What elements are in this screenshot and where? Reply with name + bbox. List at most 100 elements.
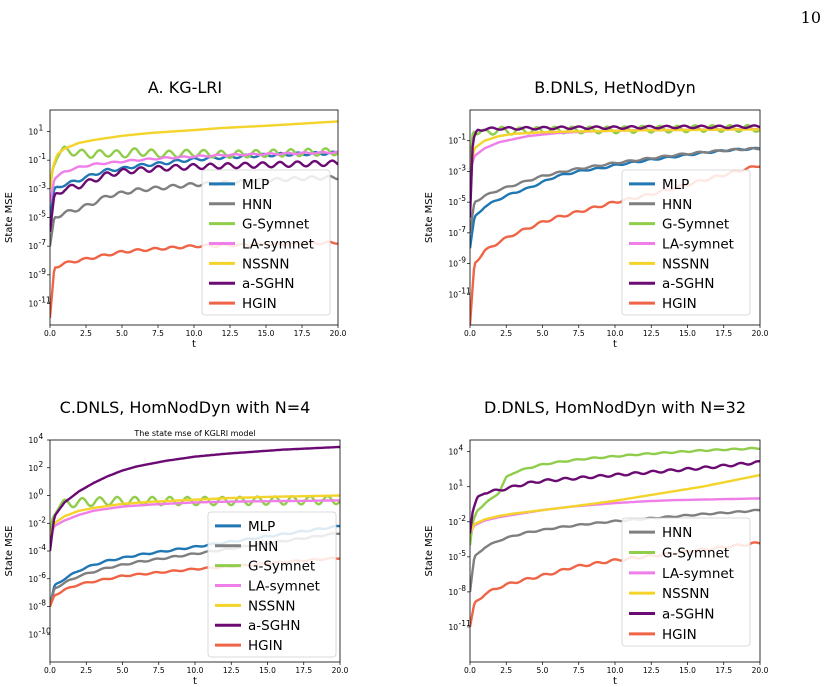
x-axis-label: t [613, 676, 617, 687]
y-axis-label: State MSE [424, 192, 435, 243]
y-tick-label: 10 [28, 547, 38, 556]
y-tick-label: 10 [28, 156, 38, 165]
x-tick-label: 0.0 [44, 666, 56, 675]
series-line-a-sghn [50, 159, 338, 232]
legend-label: G-Symnet [242, 217, 309, 233]
x-tick-label: 17.5 [295, 666, 312, 675]
y-tick-label: 10 [448, 198, 458, 207]
legend-label: HGIN [248, 638, 283, 654]
y-tick-exponent: -6 [39, 571, 47, 580]
legend-label: HGIN [662, 627, 697, 643]
y-tick-label: 10 [448, 260, 458, 269]
x-tick-label: 7.5 [153, 666, 165, 675]
y-tick-exponent: -7 [459, 225, 467, 234]
legend-label: NSSNN [662, 256, 709, 272]
x-axis-label: t [193, 676, 197, 687]
y-axis-label: State MSE [4, 192, 15, 243]
y-tick-exponent: 0 [39, 488, 44, 497]
y-tick-label: 10 [448, 623, 458, 632]
x-tick-label: 7.5 [573, 329, 585, 338]
y-tick-exponent: -8 [39, 599, 47, 608]
y-tick-label: 10 [28, 214, 38, 223]
x-tick-label: 5.0 [117, 666, 129, 675]
series-line-g-symnet [470, 446, 760, 546]
x-tick-label: 10.0 [607, 329, 624, 338]
y-tick-label: 10 [448, 167, 458, 176]
legend-label: MLP [662, 177, 689, 193]
x-tick-label: 20.0 [330, 329, 347, 338]
y-tick-label: 10 [448, 137, 458, 146]
x-tick-label: 20.0 [332, 666, 349, 675]
x-axis-label: t [192, 339, 196, 350]
x-tick-label: 5.0 [537, 329, 549, 338]
y-tick-exponent: -5 [39, 210, 47, 219]
y-tick-label: 10 [28, 242, 38, 251]
x-tick-label: 15.0 [259, 666, 276, 675]
x-axis-label: t [613, 339, 617, 350]
x-tick-label: 0.0 [464, 666, 476, 675]
x-tick-label: 7.5 [152, 329, 164, 338]
page-number: 10 [800, 8, 821, 27]
y-axis-label: State MSE [4, 526, 15, 577]
y-tick-exponent: -3 [459, 163, 467, 172]
x-tick-label: 10.0 [187, 666, 204, 675]
y-tick-exponent: -1 [459, 133, 467, 142]
y-tick-label: 10 [28, 575, 38, 584]
x-tick-label: 12.5 [223, 666, 240, 675]
x-tick-label: 0.0 [464, 329, 476, 338]
y-tick-exponent: 2 [39, 460, 44, 469]
y-tick-exponent: 1 [39, 124, 44, 133]
y-tick-exponent: -2 [39, 515, 47, 524]
x-tick-label: 15.0 [679, 666, 696, 675]
y-tick-label: 10 [448, 483, 458, 492]
x-tick-label: 17.5 [715, 666, 732, 675]
legend-label: HGIN [662, 296, 697, 312]
y-tick-label: 10 [28, 436, 38, 445]
x-tick-label: 17.5 [294, 329, 311, 338]
legend-label: NSSNN [242, 256, 289, 272]
x-tick-label: 12.5 [643, 329, 660, 338]
legend-box [201, 169, 331, 316]
legend-label: G-Symnet [662, 546, 729, 562]
x-tick-label: 12.5 [222, 329, 239, 338]
legend-label: G-Symnet [662, 217, 729, 233]
legend: MLP HNN G-Symnet LA-symnet NSSNN a-SGHN HGIN [207, 511, 337, 658]
panel-title: D.DNLS, HomNodDyn with N=32 [483, 398, 747, 417]
legend-label: LA-symnet [248, 579, 320, 595]
y-tick-exponent: -9 [459, 256, 467, 265]
y-tick-label: 10 [448, 588, 458, 597]
panel-title: B.DNLS, HetNodDyn [534, 78, 696, 97]
legend-label: HNN [662, 525, 692, 541]
legend-label: LA-symnet [662, 566, 734, 582]
legend-label: LA-symnet [242, 237, 314, 253]
x-tick-label: 2.5 [500, 666, 512, 675]
x-tick-label: 5.0 [537, 666, 549, 675]
x-tick-label: 17.5 [715, 329, 732, 338]
legend-label: G-Symnet [248, 559, 315, 575]
y-axis-label: State MSE [424, 526, 435, 577]
series-line-nssnn [50, 120, 338, 189]
y-tick-label: 10 [448, 448, 458, 457]
series-line-a-sghn [470, 124, 760, 218]
series-line-nssnn [470, 128, 760, 172]
y-tick-label: 10 [28, 128, 38, 137]
legend-label: MLP [248, 519, 275, 535]
y-tick-label: 10 [28, 492, 38, 501]
series-line-nssnn [50, 494, 340, 538]
series-line-la-symnet [50, 150, 338, 204]
series-line-a-sghn [470, 460, 760, 534]
legend: MLP HNN G-Symnet LA-symnet NSSNN a-SGHN HGIN [621, 169, 751, 316]
legend-label: NSSNN [662, 586, 709, 602]
x-tick-label: 2.5 [80, 666, 92, 675]
x-tick-label: 20.0 [752, 329, 769, 338]
y-tick-label: 10 [448, 229, 458, 238]
legend: HNN G-Symnet LA-symnet NSSNN a-SGHN HGIN [621, 517, 751, 647]
y-tick-exponent: 4 [39, 432, 44, 441]
legend-label: a-SGHN [242, 276, 294, 292]
legend-label: HNN [662, 197, 692, 213]
legend-label: LA-symnet [662, 237, 734, 253]
